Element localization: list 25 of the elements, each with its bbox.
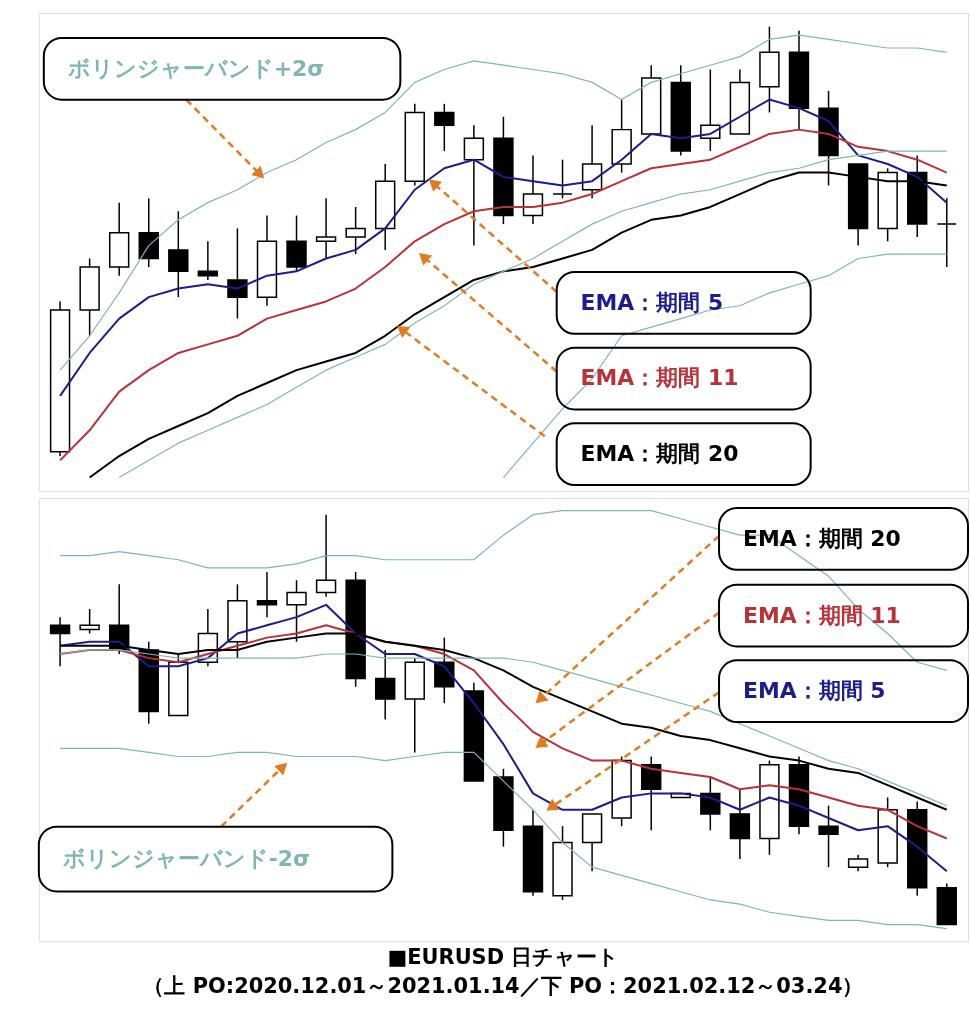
text: ボリンジャーバンド-2σ [61,846,311,871]
candlestick [345,206,366,255]
text: EMA：期間 11 [580,365,739,391]
text: EMA：期間 5 [742,678,886,704]
candlestick [818,804,839,868]
text: EMA：期間 20 [580,441,739,467]
candlestick [700,776,721,832]
text: ■EURUSD 日チャート [387,945,620,970]
candlestick [315,197,337,260]
text: ボリンジャーバンド+2σ [66,55,325,81]
candlestick [463,124,485,247]
candlestick [227,227,248,320]
text: EMA：期間 20 [742,525,901,551]
candlestick [522,154,544,225]
text: EMA：期間 11 [742,602,901,628]
candlestick [315,513,337,598]
text: EMA：期間 5 [580,289,724,315]
candlestick [434,103,455,152]
candlestick [168,210,189,298]
candlestick [374,649,396,721]
candlestick [79,608,100,635]
candlestick [552,158,573,200]
candlestick [256,571,278,618]
text: （上 PO:2020.12.01～2021.01.14／下 PO：2021.02.12～03.24） [143,973,864,998]
candlestick [936,197,957,268]
